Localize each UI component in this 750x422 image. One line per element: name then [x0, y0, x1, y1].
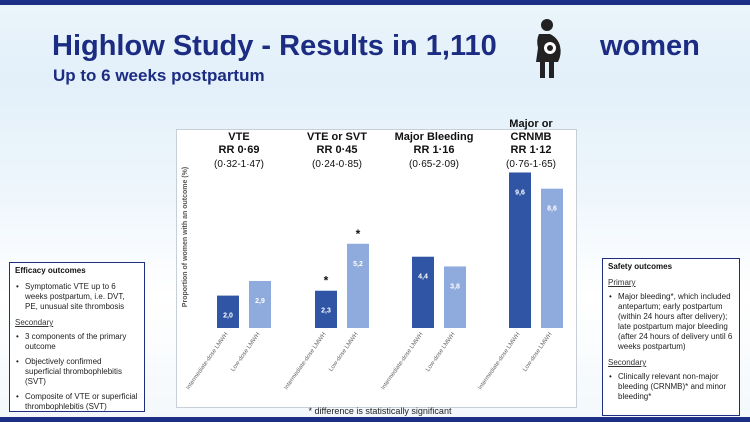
efficacy-outcomes-box: Efficacy outcomes Symptomatic VTE up to …: [9, 262, 145, 412]
bottom-band: [0, 417, 750, 422]
efficacy-secondary-label: Secondary: [15, 318, 54, 327]
slide-subtitle: Up to 6 weeks postpartum: [53, 66, 265, 85]
safety-secondary-label: Secondary: [608, 358, 647, 367]
safety-item: Major bleeding*, which included antepart…: [608, 292, 734, 352]
efficacy-secondary-item: Objectively confirmed superficial thromb…: [15, 357, 139, 387]
safety-heading: Safety outcomes: [608, 262, 673, 271]
safety-outcomes-box: Safety outcomes Primary Major bleeding*,…: [602, 258, 740, 416]
efficacy-heading: Efficacy outcomes: [15, 266, 86, 275]
safety-primary-label: Primary: [608, 278, 636, 287]
title-suffix: women: [600, 30, 700, 62]
pregnant-woman-icon: [536, 19, 561, 78]
safety-secondary-item: Clinically relevant non-major bleeding (…: [608, 372, 734, 402]
title-text: Highlow Study - Results in 1,110: [52, 30, 497, 62]
chart-panel: [176, 129, 577, 408]
efficacy-item: Symptomatic VTE up to 6 weeks postpartum…: [15, 282, 139, 312]
slide-title: Highlow Study - Results in 1,110 women: [52, 30, 700, 63]
top-band: [0, 0, 750, 5]
efficacy-secondary-item: Composite of VTE or superficial thrombop…: [15, 392, 139, 412]
efficacy-secondary-item: 3 components of the primary outcome: [15, 332, 139, 352]
